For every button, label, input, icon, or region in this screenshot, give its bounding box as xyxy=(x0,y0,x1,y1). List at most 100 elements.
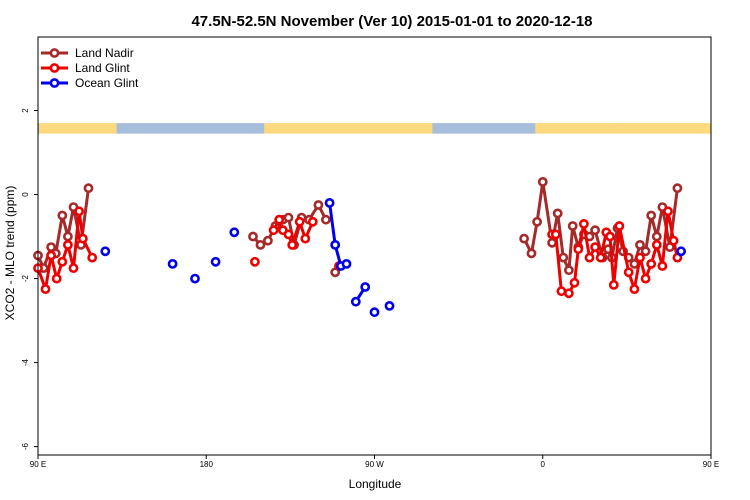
ocean-glint-point xyxy=(210,256,221,267)
land-glint-point xyxy=(57,256,68,267)
land-glint-point xyxy=(78,233,88,244)
land-glint-point xyxy=(40,284,51,294)
land-glint-point xyxy=(629,284,640,294)
land-glint-point xyxy=(68,263,79,273)
land-strip-segment xyxy=(535,123,622,134)
ocean-glint-point xyxy=(167,258,178,269)
land-glint-point xyxy=(87,252,98,263)
land-nadir-point xyxy=(519,233,529,244)
land-glint-point xyxy=(283,229,294,240)
land-nadir-point xyxy=(248,231,258,242)
ocean-glint-point xyxy=(676,246,686,257)
land-nadir-point xyxy=(526,248,537,259)
ocean-glint-point xyxy=(384,300,395,311)
ocean-strip-segment xyxy=(38,123,40,134)
land-glint-point xyxy=(668,235,679,246)
land-strip-segment xyxy=(264,123,433,134)
land-glint-point xyxy=(46,250,56,261)
land-glint-point xyxy=(300,233,311,244)
land-glint-point xyxy=(564,288,574,299)
y-axis: 2 0 -2 -4 -6 xyxy=(21,108,38,450)
land-glint-point xyxy=(268,225,279,236)
legend-ocean-glint-marker xyxy=(49,78,60,88)
land-glint-point xyxy=(307,216,318,227)
x-axis-label: Longitude xyxy=(349,477,402,491)
y-tick-label: 2 xyxy=(21,108,30,113)
land-glint-point xyxy=(556,286,567,297)
legend-land-glint-label: Land Glint xyxy=(75,61,130,75)
land-nadir-point xyxy=(262,235,273,246)
land-glint-point xyxy=(63,239,73,250)
land-nadir-point xyxy=(320,214,331,225)
land-ocean-strip xyxy=(38,123,712,134)
ocean-glint-point xyxy=(330,239,341,250)
land-nadir-point xyxy=(567,221,578,231)
land-nadir-point xyxy=(646,210,657,221)
land-glint-point xyxy=(635,252,645,263)
land-nadir-point xyxy=(590,225,600,236)
land-nadir-point xyxy=(672,183,683,194)
y-axis-label: XCO2 - MLO trend (ppm) xyxy=(3,186,17,321)
land-glint-point xyxy=(651,239,662,250)
ocean-glint-point xyxy=(190,273,200,284)
land-nadir-point xyxy=(558,252,569,263)
y-tick-label: -6 xyxy=(21,442,30,450)
land-glint-point xyxy=(274,214,285,225)
land-glint-point xyxy=(573,244,584,255)
ocean-glint-point xyxy=(360,282,371,292)
land-glint-point xyxy=(249,256,260,267)
ocean-glint-point xyxy=(341,258,352,269)
x-tick-label: 180 xyxy=(200,460,214,469)
legend-land-nadir-marker xyxy=(49,48,60,58)
land-nadir-point xyxy=(537,176,548,187)
land-glint-point xyxy=(657,261,668,271)
land-glint-point xyxy=(640,273,651,284)
land-glint-point xyxy=(590,242,600,252)
series-layer xyxy=(33,176,686,318)
land-glint-point xyxy=(595,252,606,263)
ocean-glint-point xyxy=(369,307,380,318)
land-nadir-point xyxy=(640,246,651,257)
land-strip-segment xyxy=(621,123,712,134)
land-glint-point xyxy=(608,279,619,290)
y-tick-label: -2 xyxy=(21,274,30,282)
y-tick-label: 0 xyxy=(21,192,30,197)
land-nadir-point xyxy=(547,237,557,248)
land-glint-point xyxy=(614,221,625,231)
land-nadir-point xyxy=(532,216,542,227)
land-glint-point xyxy=(294,216,305,227)
land-nadir-point xyxy=(635,239,645,250)
x-tick-label: 90 E xyxy=(703,460,719,469)
land-nadir-point xyxy=(651,231,662,242)
ocean-strip-segment xyxy=(432,123,536,134)
land-nadir-point xyxy=(564,265,574,276)
land-nadir-point xyxy=(283,212,294,223)
land-nadir-point xyxy=(255,239,266,250)
land-glint-point xyxy=(74,206,84,217)
chart-title: 47.5N-52.5N November (Ver 10) 2015-01-01… xyxy=(191,13,592,30)
land-glint-point xyxy=(663,206,673,217)
land-nadir-point xyxy=(552,208,563,219)
land-glint-line xyxy=(36,209,94,291)
x-tick-label: 0 xyxy=(541,460,546,469)
land-glint-point xyxy=(584,252,595,263)
x-tick-label: 90 W xyxy=(365,460,384,469)
legend-land-nadir-label: Land Nadir xyxy=(75,46,134,60)
x-tick-label: 90 E xyxy=(30,460,46,469)
ocean-strip-segment xyxy=(116,123,265,134)
land-glint-point xyxy=(569,277,580,288)
ocean-glint-point xyxy=(350,296,361,307)
land-glint-point xyxy=(579,218,589,229)
land-nadir-point xyxy=(57,210,68,221)
legend-ocean-glint-label: Ocean Glint xyxy=(75,76,139,90)
land-nadir-point xyxy=(313,200,324,210)
land-glint-point xyxy=(287,239,298,250)
land-glint-point xyxy=(51,273,62,284)
ocean-glint-point xyxy=(100,246,111,257)
land-glint-point xyxy=(550,229,561,240)
ocean-glint-point xyxy=(324,197,335,208)
land-nadir-point xyxy=(63,231,73,242)
